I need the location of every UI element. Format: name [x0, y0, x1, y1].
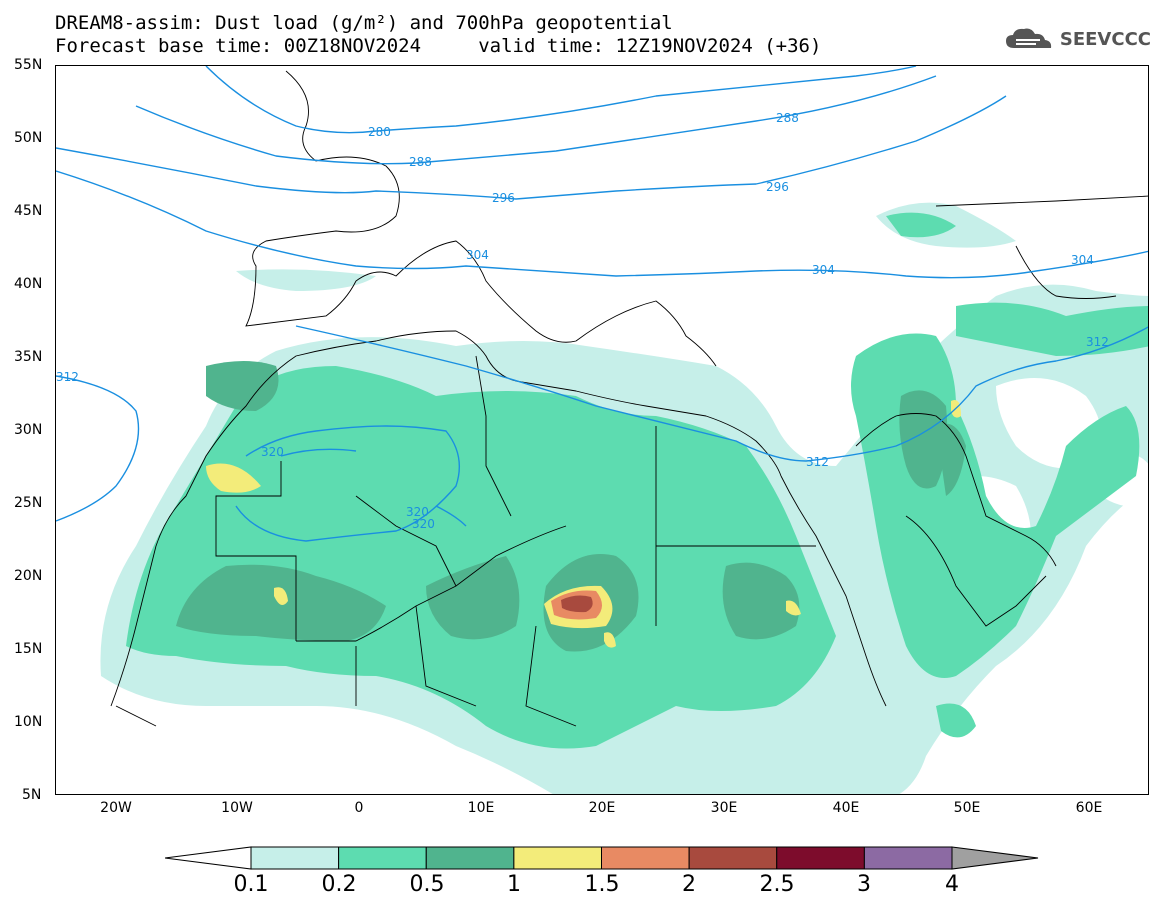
lat-label-30n: 30N [14, 422, 43, 438]
lon-label-20w: 20W [100, 800, 132, 816]
colorbar-segment [250, 846, 340, 870]
contour-label: 312 [1086, 335, 1109, 349]
contour-label: 320 [406, 505, 429, 519]
colorbar-segment [513, 846, 602, 870]
lat-label-5n: 5N [22, 787, 42, 803]
colorbar-label: 2.5 [759, 872, 795, 897]
colorbar-segment [425, 846, 515, 870]
dust-map-canvas: 280 288 288 296 296 304 304 304 312 312 … [56, 66, 1148, 794]
contour-label: 296 [766, 180, 789, 194]
lat-label-40n: 40N [14, 276, 43, 292]
lat-label-50n: 50N [14, 130, 43, 146]
contour-label: 320 [412, 517, 435, 531]
lat-label-20n: 20N [14, 568, 43, 584]
lat-label-55n: 55N [14, 57, 43, 73]
colorbar-segment [601, 846, 690, 870]
lon-label-30e: 30E [710, 800, 738, 816]
seevccc-logo: SEEVCCC [1004, 26, 1151, 52]
colorbar-label: 1.5 [584, 872, 620, 897]
colorbar [165, 846, 1039, 870]
lon-label-10w: 10W [221, 800, 253, 816]
colorbar-label: 0.5 [409, 872, 445, 897]
colorbar-segment [776, 846, 865, 870]
lat-label-35n: 35N [14, 349, 43, 365]
colorbar-segment [688, 846, 778, 870]
geopotential-contours [56, 66, 1148, 542]
contour-label: 304 [1071, 253, 1094, 267]
lon-label-0: 0 [354, 800, 364, 816]
colorbar-label: 1 [507, 872, 521, 897]
map-subtitle: Forecast base time: 00Z18NOV2024 valid t… [55, 35, 822, 57]
colorbar-label: 0.2 [321, 872, 357, 897]
colorbar-segment [338, 846, 427, 870]
colorbar-label: 0.1 [233, 872, 269, 897]
contour-label: 320 [261, 445, 284, 459]
dust-level-2 [561, 595, 593, 613]
logo-text: SEEVCCC [1059, 28, 1151, 50]
colorbar-low-arrow [165, 846, 252, 870]
lon-label-10e: 10E [467, 800, 495, 816]
contour-label: 304 [466, 248, 489, 262]
contour-label: 288 [409, 155, 432, 169]
lon-label-50e: 50E [953, 800, 981, 816]
contour-label: 288 [776, 111, 799, 125]
colorbar-label: 3 [857, 872, 871, 897]
boundaries [110, 70, 1148, 727]
lat-label-10n: 10N [14, 714, 43, 730]
contour-label: 280 [368, 125, 391, 139]
map-title: DREAM8-assim: Dust load (g/m²) and 700hP… [55, 12, 673, 34]
lat-label-15n: 15N [14, 641, 43, 657]
lat-label-25n: 25N [14, 495, 43, 511]
lon-label-40e: 40E [832, 800, 860, 816]
colorbar-label: 4 [945, 872, 959, 897]
lat-label-45n: 45N [14, 203, 43, 219]
lon-label-60e: 60E [1075, 800, 1103, 816]
lon-label-20e: 20E [588, 800, 616, 816]
colorbar-label: 2 [682, 872, 696, 897]
contour-label: 296 [492, 191, 515, 205]
colorbar-high-arrow [951, 846, 1039, 870]
dust-map[interactable]: 280 288 288 296 296 304 304 304 312 312 … [55, 65, 1149, 795]
contour-label: 312 [56, 370, 79, 384]
contour-label: 304 [812, 263, 835, 277]
colorbar-segment [863, 846, 953, 870]
cloud-icon [1005, 28, 1051, 48]
contour-label: 312 [806, 455, 829, 469]
